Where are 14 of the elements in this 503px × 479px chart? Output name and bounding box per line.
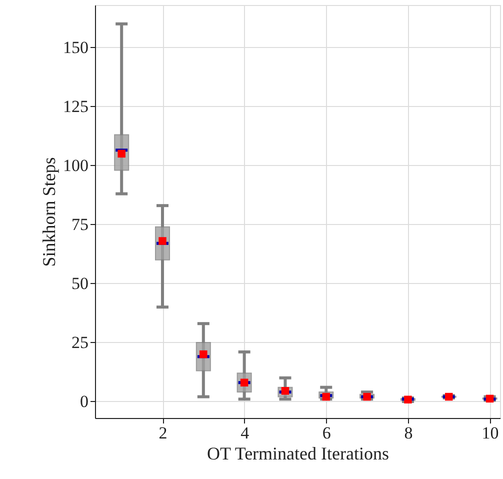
x-tick-label: 8 [404,424,413,442]
y-tick-label: 25 [72,332,88,352]
y-tick-label: 50 [72,274,88,293]
x-tick-label: 6 [322,424,331,442]
y-axis-title: Sinkhorn Steps [39,157,59,267]
x-axis-title: OT Terminated Iterations [206,444,390,464]
y-tick-label: 0 [80,392,88,411]
x-tick-label: 10 [482,424,499,442]
y-tick-label: 75 [72,214,88,234]
y-tick-label: 150 [63,38,88,57]
y-tick-label: 125 [63,96,88,116]
x-tick-label: 4 [240,424,250,442]
x-tick-label: 2 [158,424,168,442]
y-tick-label: 100 [63,156,88,175]
